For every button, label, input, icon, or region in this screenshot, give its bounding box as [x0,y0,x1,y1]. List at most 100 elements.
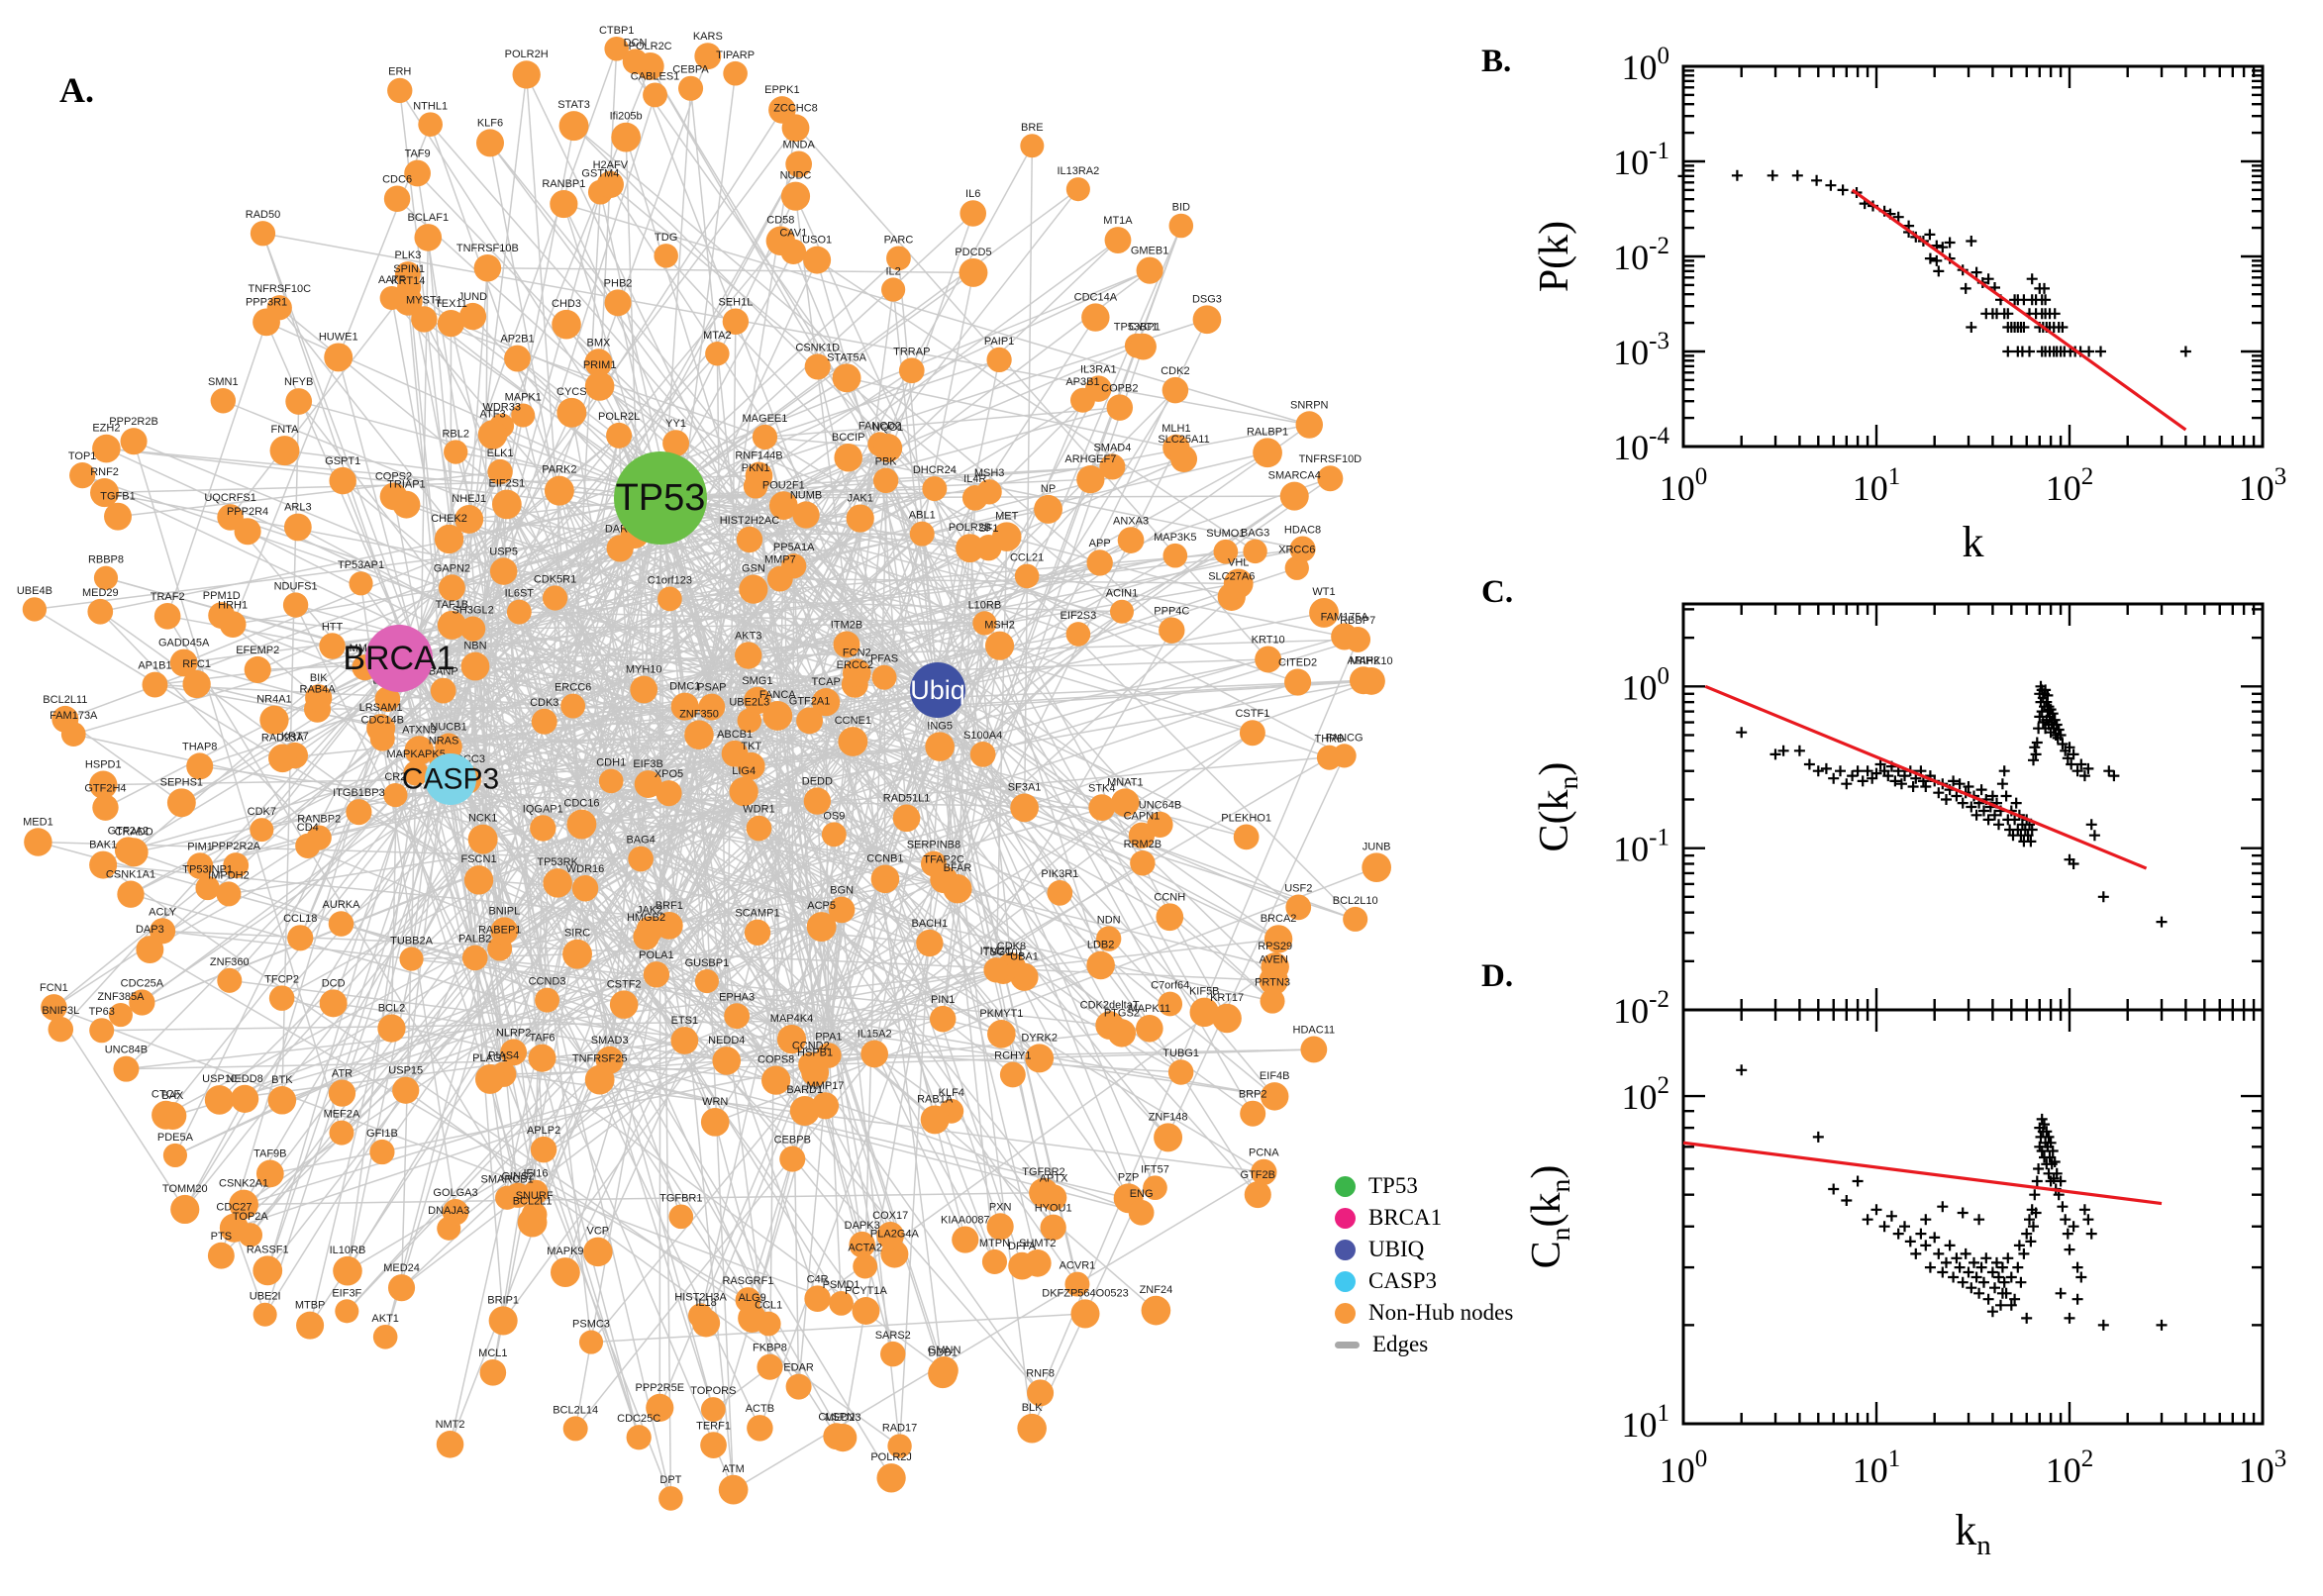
network-node [823,1423,851,1450]
network-node [437,610,466,640]
network-node [584,349,613,377]
network-node-label: LRSAM1 [359,702,403,714]
network-node-label: NQO1 [872,422,903,434]
network-node-label: CSNK2A1 [219,1178,268,1190]
network-node-label: BRP2 [1239,1089,1267,1101]
network-node-label: NUMB [790,489,822,501]
network-node-label: GTF2A2 [108,825,150,837]
network-node-label: FCN1 [40,982,68,994]
network-node-label: ACTB [746,1403,774,1415]
network-node [387,1274,416,1302]
network-node [662,430,690,457]
network-node-label: PBK [875,456,898,468]
network-node [584,371,615,401]
network-node-label: CDK7 [248,806,276,818]
network-node [694,968,719,994]
network-node-label: SMARCA4 [1268,470,1321,482]
network-node-label: NEDD4 [708,1035,745,1047]
network-node-label: JUNB [1363,841,1391,852]
network-node [876,1222,905,1249]
network-node-label: DHCR24 [913,464,957,476]
network-node [765,226,796,255]
axis-ticks [1681,1010,2265,1426]
network-node [397,274,422,300]
network-node [1343,906,1368,932]
network-node-label: PSAP [697,682,726,694]
network-node-label: BNIP3L [42,1005,79,1017]
network-node-label: ZNF350 [679,708,719,720]
network-node [474,1063,505,1094]
network-node [1085,375,1112,402]
network-node-label: ZNF24 [1140,1284,1173,1296]
network-node [551,1257,580,1287]
network-node [761,1065,791,1095]
network-node [1332,744,1357,768]
network-node [803,787,832,815]
network-node [700,1397,726,1422]
network-node-label: MYH10 [626,664,662,676]
network-node [1251,1158,1277,1186]
network-node [454,504,484,534]
network-node-label: NLRP2 [496,1027,531,1039]
network-node-label: CAPN1 [1124,811,1161,823]
network-node [925,732,955,761]
network-node [986,347,1012,373]
network-node-label: CCL21 [1010,552,1044,564]
network-node-label: CDC6 [382,174,412,186]
network-node-label: TOPORS [690,1385,736,1397]
svg-text:101: 101 [1622,1400,1670,1445]
network-node [463,865,494,895]
network-node-label: MED23 [825,1412,861,1424]
svg-text:103: 103 [2239,1446,2287,1490]
network-node-label: UQCRFS1 [204,492,256,504]
network-node-label: STAT3 [557,99,590,111]
network-node-label: MNDA [782,139,815,150]
network-node [1014,563,1040,589]
network-node [804,353,831,380]
network-node-label: COPS8 [758,1053,794,1065]
network-node-label: EDAR [783,1362,814,1374]
network-node [943,874,972,904]
network-node [700,1432,727,1458]
network-node-label: TP53INP1 [182,864,233,876]
network-node-label: POLA1 [639,949,673,961]
network-node-label: DDB1 [928,1347,957,1358]
network-node-label: NEDD8 [227,1073,263,1085]
network-node [668,1204,694,1230]
network-node [535,987,560,1013]
network-node [1167,1059,1194,1085]
network-node [1300,1036,1328,1063]
network-node [983,957,1009,983]
network-node-label: CCNE1 [835,715,871,727]
network-node-label: NFYB [284,376,313,388]
network-node [828,896,856,924]
network-node-label: FSCN1 [461,853,497,865]
network-node-label: MTBP [295,1300,326,1312]
brca1-node-icon [1335,1207,1356,1229]
network-node [776,1024,807,1054]
network-node-label: BAG3 [1241,528,1269,540]
network-node-label: TAF1B [436,599,468,611]
network-node-label: STAT5A [827,351,867,363]
legend-item-edges: Edges [1335,1329,1513,1360]
network-node-label: PSMC3 [572,1319,610,1331]
network-node-label: DYRK2 [1021,1032,1058,1044]
network-node-label: CYCS [556,386,587,398]
network-node-label: ING5 [927,720,953,732]
network-node-label: COPB2 [1101,382,1138,394]
network-node-label: CAV1 [779,227,807,239]
network-node-label: CABLES1 [631,70,680,82]
network-node-label: GMNN [928,1345,961,1356]
network-node-label: IL15A2 [858,1029,892,1041]
network-node [379,482,408,511]
network-node-label: TFCP2 [264,973,299,985]
network-node-label: ACIN1 [1106,588,1138,600]
network-node-label: NUDC [780,170,812,182]
network-node [387,77,413,104]
panel-a-label: A. [59,70,94,110]
network-node-label: SEPHS1 [160,776,203,788]
network-node [1156,903,1184,932]
network-node [560,693,586,719]
network-node [1260,988,1285,1014]
network-node-label: ATR [332,1067,353,1079]
